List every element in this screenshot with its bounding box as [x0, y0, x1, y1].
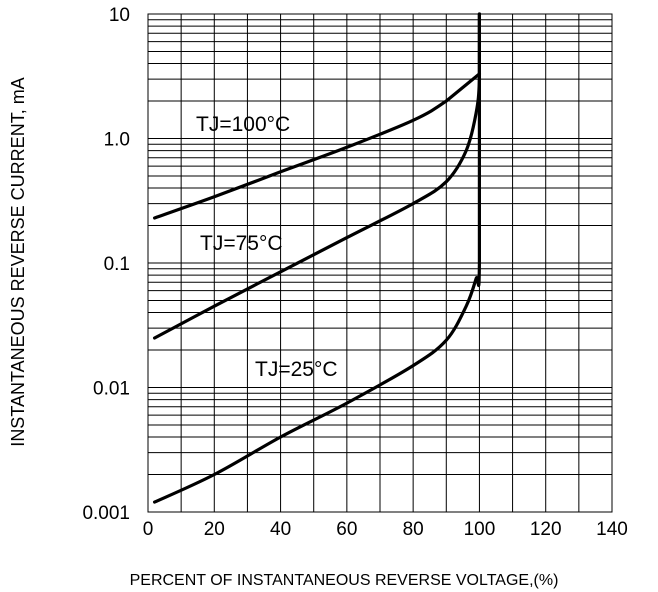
x-axis-label: PERCENT OF INSTANTANEOUS REVERSE VOLTAGE… — [130, 572, 559, 589]
grid — [147, 13, 613, 513]
y-tick-label: 1.0 — [104, 130, 130, 151]
annotation-tj-25: TJ=25°C — [255, 358, 338, 381]
series-lines — [153, 12, 481, 504]
annotation-tj-75: TJ=75°C — [200, 232, 283, 255]
y-tick-label: 0.001 — [82, 503, 130, 524]
y-tick-labels: 0.001 0.01 0.1 1.0 10 — [82, 5, 130, 524]
x-tick-labels: 0 20 40 60 80 100 120 140 — [143, 519, 628, 540]
x-tick-label: 140 — [596, 519, 628, 540]
annotation-tj-100: TJ=100°C — [196, 113, 290, 136]
y-tick-label: 0.1 — [104, 254, 130, 275]
x-tick-label: 100 — [464, 519, 496, 540]
x-tick-label: 60 — [336, 519, 357, 540]
series-line-1 — [153, 72, 481, 220]
x-tick-label: 80 — [403, 519, 424, 540]
y-tick-label: 10 — [109, 5, 130, 26]
x-tick-label: 20 — [204, 519, 225, 540]
series-line-2 — [153, 12, 481, 340]
x-tick-label: 40 — [270, 519, 291, 540]
x-tick-label: 120 — [530, 519, 562, 540]
x-tick-label: 0 — [143, 519, 154, 540]
y-axis-label: INSTANTANEOUS REVERSE CURRENT, mA — [8, 77, 28, 446]
series-line-3 — [153, 12, 481, 504]
y-tick-label: 0.01 — [93, 379, 130, 400]
